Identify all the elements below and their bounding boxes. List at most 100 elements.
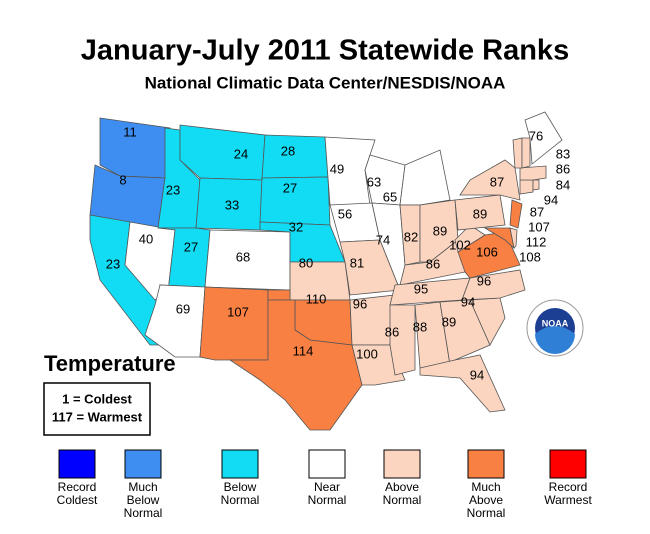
state — [509, 227, 518, 249]
state-rank: 102 — [449, 237, 471, 252]
state-rank: 84 — [556, 177, 570, 192]
legend-label: Normal — [308, 493, 347, 507]
state-rank: 96 — [353, 296, 367, 311]
key-line: 1 = Coldest — [62, 391, 132, 406]
state-rank: 63 — [367, 174, 381, 189]
state — [389, 304, 416, 376]
legend-swatch — [221, 449, 259, 479]
state — [461, 269, 526, 301]
state-rank: 28 — [281, 143, 295, 158]
state-rank: 107 — [528, 219, 550, 234]
state-rank: 94 — [461, 294, 475, 309]
legend-label: Normal — [124, 506, 163, 520]
legend-title: Temperature — [44, 351, 176, 376]
state-rank: 32 — [289, 219, 303, 234]
state-rank: 8 — [119, 172, 126, 187]
state — [399, 149, 451, 206]
state — [532, 179, 540, 191]
state — [324, 136, 376, 206]
state-rank: 108 — [519, 249, 541, 264]
state-rank: 68 — [236, 249, 250, 264]
legend-label: Much — [471, 480, 500, 494]
legend-label: Normal — [221, 493, 260, 507]
state-rank: 96 — [477, 273, 491, 288]
state — [519, 179, 534, 195]
legend-label: Record — [58, 480, 97, 494]
state — [524, 111, 563, 165]
state-rank: 87 — [490, 174, 504, 189]
state-rank: 23 — [166, 182, 180, 197]
state-rank: 56 — [338, 206, 352, 221]
legend-label: Warmest — [544, 493, 592, 507]
state-rank: 89 — [473, 206, 487, 221]
state-rank: 114 — [293, 343, 314, 358]
state — [454, 224, 486, 253]
legend-swatch — [549, 449, 587, 479]
legend-label: Coldest — [57, 493, 98, 507]
state-rank: 107 — [227, 304, 249, 319]
state — [199, 286, 269, 361]
state-rank: 74 — [376, 232, 390, 247]
legend: RecordColdestMuchBelowNormalBelowNormalN… — [57, 449, 592, 520]
state-rank: 81 — [350, 255, 364, 270]
state-rank: 33 — [225, 197, 239, 212]
state-rank: 11 — [123, 124, 137, 139]
state-rank: 27 — [283, 180, 297, 195]
state-rank: 89 — [442, 314, 456, 329]
legend-swatch — [124, 449, 162, 479]
state — [454, 194, 506, 231]
key-line: 117 = Warmest — [52, 409, 143, 424]
state-rank: 83 — [556, 146, 570, 161]
subtitle: National Climatic Data Center/NESDIS/NOA… — [145, 73, 506, 92]
state-rank: 69 — [176, 301, 190, 316]
state-rank: 88 — [413, 319, 427, 334]
legend-swatch — [383, 449, 421, 479]
legend-swatch — [308, 449, 346, 479]
legend-label: Near — [314, 480, 340, 494]
state-rank: 110 — [306, 291, 327, 306]
state-rank: 95 — [414, 281, 428, 296]
state-rank: 100 — [356, 346, 378, 361]
state-rank: 23 — [106, 256, 120, 271]
state — [179, 124, 266, 181]
state-rank: 24 — [234, 146, 248, 161]
state-rank: 65 — [383, 189, 397, 204]
state — [439, 299, 491, 366]
legend-swatch — [467, 449, 505, 479]
state — [419, 354, 506, 413]
state-rank: 49 — [330, 161, 344, 176]
legend-label: Record — [549, 480, 588, 494]
state — [512, 137, 523, 169]
legend-label: Much — [128, 480, 157, 494]
state-rank: 82 — [404, 229, 418, 244]
legend-label: Below — [127, 493, 160, 507]
state-rank: 86 — [426, 256, 440, 271]
legend-label: Normal — [383, 493, 422, 507]
state — [521, 137, 531, 169]
legend-label: Above — [469, 493, 503, 507]
state-rank: 27 — [184, 239, 198, 254]
state-rank: 40 — [139, 231, 153, 246]
state-rank: 76 — [529, 128, 543, 143]
state — [519, 165, 547, 181]
state-rank: 80 — [299, 255, 313, 270]
state-rank: 87 — [530, 204, 544, 219]
state-rank: 94 — [544, 192, 558, 207]
state-rank: 94 — [470, 367, 484, 382]
legend-label: Normal — [467, 506, 506, 520]
legend-swatch — [58, 449, 96, 479]
state-rank: 106 — [476, 244, 498, 259]
legend-label: Above — [385, 480, 419, 494]
state — [228, 299, 363, 431]
state-rank: 86 — [556, 161, 570, 176]
state — [509, 199, 523, 229]
noaa-logo: NOAA — [526, 299, 584, 357]
logo-text: NOAA — [542, 318, 569, 328]
state-rank: 86 — [385, 324, 399, 339]
state-rank: 112 — [526, 234, 547, 249]
state — [339, 239, 401, 296]
key-box — [43, 382, 151, 436]
title: January-July 2011 Statewide Ranks — [81, 35, 569, 67]
state-layer: 11 8 23 40 23 24 33 27 69 68 107 28 27 32 80 110 114 49 56… — [89, 111, 570, 431]
